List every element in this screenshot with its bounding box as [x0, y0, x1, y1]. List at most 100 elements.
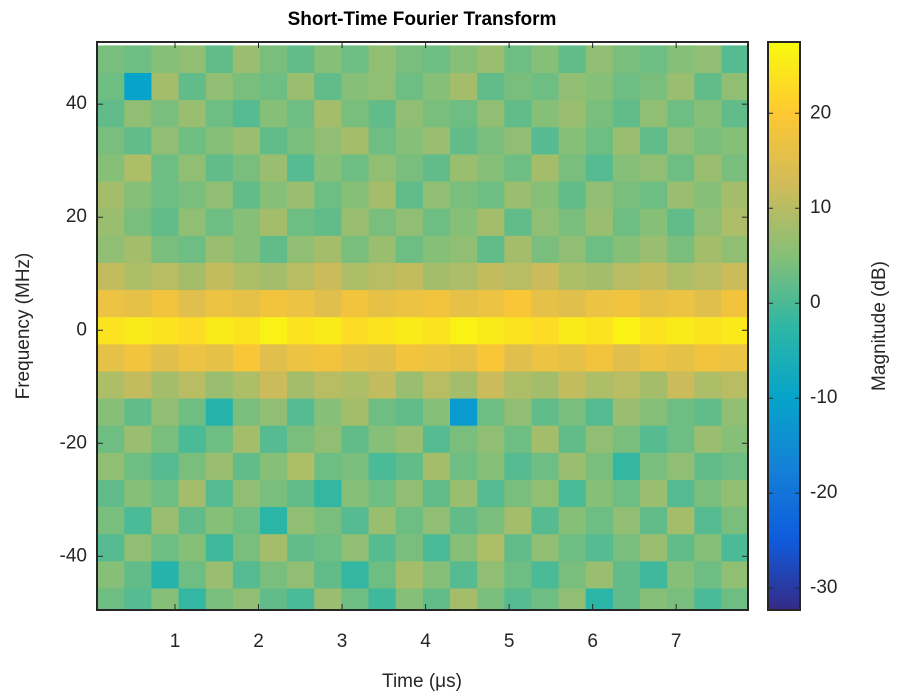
- heatmap-cell: [640, 45, 668, 74]
- heatmap-cell: [504, 126, 532, 155]
- heatmap-cell: [260, 208, 288, 236]
- heatmap-cell: [395, 343, 424, 372]
- heatmap-cell: [504, 398, 532, 426]
- heatmap-cell: [368, 181, 397, 209]
- heatmap-cell: [558, 99, 587, 128]
- heatmap-cell: [287, 153, 315, 182]
- heatmap-cell: [178, 370, 207, 399]
- heatmap-cell: [721, 425, 748, 453]
- heatmap-cell: [395, 370, 424, 399]
- heatmap-cell: [667, 316, 695, 345]
- heatmap-cell: [558, 126, 587, 155]
- y-tick-label: 0: [76, 319, 87, 340]
- heatmap-cell: [477, 398, 505, 426]
- heatmap-cell: [585, 479, 614, 508]
- heatmap-cell: [178, 289, 207, 318]
- heatmap-cell: [640, 370, 668, 399]
- heatmap-cell: [504, 560, 532, 589]
- heatmap-cell: [721, 343, 748, 372]
- heatmap-cell: [178, 126, 207, 155]
- heatmap-cell: [531, 262, 560, 291]
- heatmap-cell: [721, 289, 748, 318]
- heatmap-cell: [531, 425, 560, 453]
- heatmap-cell: [341, 506, 370, 535]
- heatmap-cell: [97, 181, 125, 209]
- heatmap-cell: [558, 235, 587, 263]
- heatmap-cell: [694, 316, 722, 345]
- heatmap-cell: [178, 587, 207, 610]
- heatmap-cell: [368, 208, 397, 236]
- heatmap-cell: [205, 235, 234, 263]
- heatmap-cell: [368, 370, 397, 399]
- heatmap-cell: [232, 153, 261, 182]
- heatmap-cell: [612, 316, 641, 345]
- heatmap-cell: [422, 289, 451, 318]
- heatmap-cell: [531, 533, 560, 562]
- heatmap-cell: [667, 99, 695, 128]
- heatmap-cell: [477, 153, 505, 182]
- heatmap-cell: [721, 181, 748, 209]
- heatmap-cell: [612, 153, 641, 182]
- heatmap-cell: [531, 45, 560, 74]
- heatmap-cell: [694, 506, 722, 535]
- heatmap-cell: [314, 316, 342, 345]
- heatmap-cell: [477, 452, 505, 480]
- heatmap-cell: [667, 289, 695, 318]
- heatmap-cell: [504, 370, 532, 399]
- colorbar-tick-label: -10: [810, 387, 837, 408]
- heatmap-cell: [97, 479, 125, 508]
- heatmap-cell: [694, 587, 722, 610]
- heatmap-cell: [151, 72, 180, 101]
- heatmap-cell: [287, 181, 315, 209]
- heatmap-cell: [558, 506, 587, 535]
- heatmap-cell: [178, 72, 207, 101]
- heatmap-cell: [585, 181, 614, 209]
- heatmap-cell: [721, 72, 748, 101]
- y-tick-label: -20: [60, 432, 87, 453]
- heatmap-cell: [287, 425, 315, 453]
- heatmap-cell: [504, 262, 532, 291]
- heatmap-cell: [260, 316, 288, 345]
- heatmap-cell: [287, 126, 315, 155]
- heatmap-cell: [450, 560, 478, 589]
- heatmap-cell: [368, 533, 397, 562]
- heatmap-cell: [504, 181, 532, 209]
- heatmap-cell: [368, 560, 397, 589]
- heatmap-cell: [151, 587, 180, 610]
- heatmap-cell: [341, 398, 370, 426]
- heatmap-cell: [585, 425, 614, 453]
- heatmap-cell: [287, 452, 315, 480]
- heatmap-cell: [667, 262, 695, 291]
- heatmap-cell: [422, 72, 451, 101]
- heatmap-cell: [287, 479, 315, 508]
- heatmap-cell: [640, 289, 668, 318]
- heatmap-cell: [504, 343, 532, 372]
- heatmap-cell: [232, 533, 261, 562]
- heatmap-cell: [368, 506, 397, 535]
- heatmap-cell: [314, 262, 342, 291]
- colorbar-tick-label: -30: [810, 577, 837, 598]
- heatmap-cell: [558, 533, 587, 562]
- heatmap-cell: [151, 126, 180, 155]
- heatmap-cell: [368, 343, 397, 372]
- heatmap-cell: [395, 45, 424, 74]
- heatmap-cell: [531, 398, 560, 426]
- colorbar-tick-label: 20: [810, 102, 831, 123]
- heatmap-cell: [341, 99, 370, 128]
- heatmap-cell: [694, 398, 722, 426]
- heatmap-cell: [585, 235, 614, 263]
- heatmap-cell: [205, 425, 234, 453]
- heatmap-cell: [151, 560, 180, 589]
- heatmap-cell: [585, 506, 614, 535]
- heatmap-cell: [205, 452, 234, 480]
- heatmap-cell: [612, 289, 641, 318]
- heatmap-cell: [151, 235, 180, 263]
- heatmap-cell: [612, 452, 641, 480]
- x-tick-label: 7: [671, 631, 682, 652]
- heatmap-cell: [232, 99, 261, 128]
- heatmap-cell: [450, 181, 478, 209]
- heatmap-cell: [232, 72, 261, 101]
- heatmap-cell: [97, 208, 125, 236]
- heatmap-cell: [477, 425, 505, 453]
